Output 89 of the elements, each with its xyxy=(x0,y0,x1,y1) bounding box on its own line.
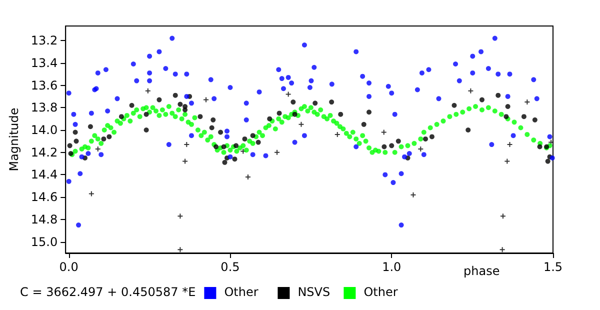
x-tick-label: 1.0 xyxy=(382,260,402,274)
point xyxy=(245,174,250,180)
point xyxy=(382,144,387,150)
legend-label: NSVS xyxy=(298,285,330,299)
y-tick-label: 14.4 xyxy=(30,168,58,182)
point xyxy=(144,112,149,117)
point xyxy=(234,143,239,148)
y-tick-label: 13.6 xyxy=(30,78,58,92)
point xyxy=(88,191,94,196)
point xyxy=(507,142,512,148)
point xyxy=(479,97,484,102)
point xyxy=(504,158,510,164)
y-tick-label: 14.8 xyxy=(30,212,58,226)
point xyxy=(178,214,183,219)
point xyxy=(222,160,228,165)
point xyxy=(429,134,434,140)
point xyxy=(129,102,134,108)
point xyxy=(505,104,510,110)
y-tick-label: 15.0 xyxy=(30,234,58,249)
point xyxy=(524,100,530,105)
y-tick-label: 13.2 xyxy=(30,34,58,48)
point xyxy=(256,140,261,145)
x-tick-label: 1.5 xyxy=(543,260,563,274)
point xyxy=(496,92,501,98)
point xyxy=(182,107,188,112)
point xyxy=(218,130,224,135)
point xyxy=(118,114,124,120)
x-tick-label: 0.5 xyxy=(220,260,240,274)
point xyxy=(423,136,428,142)
point xyxy=(101,136,106,142)
point xyxy=(366,110,372,115)
point xyxy=(232,156,238,162)
point xyxy=(290,100,296,105)
text: C = 3662.497 + 0.450587 *E xyxy=(20,285,196,299)
point xyxy=(410,192,416,198)
point xyxy=(72,130,78,135)
point xyxy=(532,117,538,122)
point xyxy=(545,158,550,164)
point xyxy=(221,144,226,150)
point xyxy=(172,92,178,98)
point xyxy=(452,102,457,108)
legend-label: Other xyxy=(364,285,398,299)
point xyxy=(156,97,162,102)
point xyxy=(210,117,216,122)
y-tick-label: 14.6 xyxy=(30,190,58,204)
point xyxy=(198,114,203,120)
point xyxy=(267,116,272,122)
point xyxy=(145,88,150,94)
point xyxy=(381,130,386,135)
point xyxy=(298,122,304,127)
legend-label: Other xyxy=(224,285,258,299)
y-tick-label: 13.8 xyxy=(30,100,58,115)
point xyxy=(242,136,248,142)
point xyxy=(88,124,93,130)
point xyxy=(250,133,256,138)
point xyxy=(178,102,183,107)
point xyxy=(418,146,424,152)
point xyxy=(500,247,505,252)
point xyxy=(396,138,401,144)
point xyxy=(537,144,542,150)
point xyxy=(182,158,188,164)
point xyxy=(500,214,506,219)
point xyxy=(334,132,340,137)
y-axis-title: Magnitude xyxy=(7,108,21,172)
point xyxy=(106,134,112,140)
point xyxy=(204,97,209,102)
point xyxy=(466,127,471,132)
point xyxy=(468,88,474,94)
point xyxy=(361,122,366,127)
point xyxy=(144,127,149,132)
point xyxy=(74,138,79,144)
point xyxy=(184,142,190,148)
y-tick-label: 14.2 xyxy=(30,145,58,160)
point xyxy=(329,100,334,105)
x-tick-label: 0.0 xyxy=(59,260,78,274)
point xyxy=(209,125,214,130)
point xyxy=(274,150,280,155)
point xyxy=(389,143,394,148)
y-tick-label: 13.4 xyxy=(30,56,58,70)
point xyxy=(95,146,100,152)
x-axis-title: phase xyxy=(464,264,500,278)
point xyxy=(312,100,318,106)
point xyxy=(276,110,282,116)
point xyxy=(521,114,526,120)
y-tick-label: 14.0 xyxy=(30,122,58,137)
point xyxy=(178,247,183,252)
point xyxy=(67,143,72,148)
point xyxy=(286,92,291,97)
point xyxy=(338,112,344,117)
